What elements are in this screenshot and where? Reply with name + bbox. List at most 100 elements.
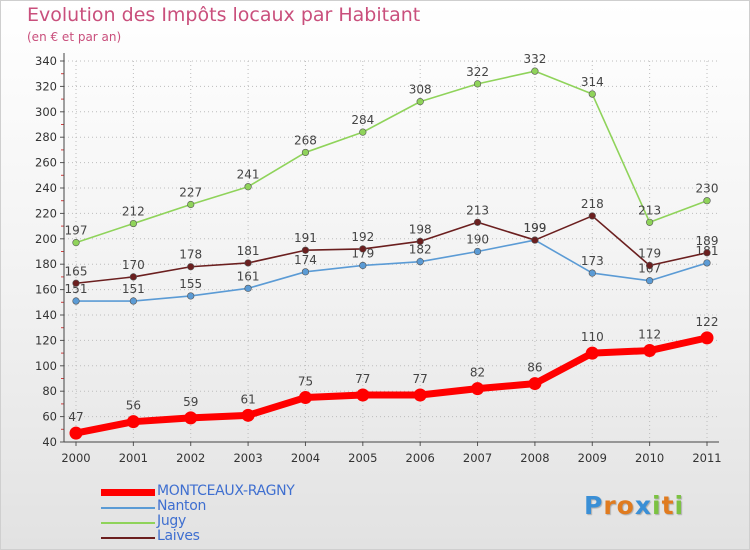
- data-label-laives: 178: [179, 248, 202, 262]
- x-tick-label: 2001: [119, 451, 148, 465]
- data-point-laives: [187, 263, 195, 271]
- data-point-nanton: [703, 259, 711, 267]
- data-label-jugy: 241: [237, 168, 260, 182]
- data-point-montceaux-ragny: [471, 382, 485, 396]
- data-point-laives: [588, 212, 596, 220]
- y-tick-label: 260: [35, 156, 57, 170]
- x-tick-label: 2009: [578, 451, 607, 465]
- y-tick-label: 340: [35, 54, 57, 68]
- y-tick-label: 220: [35, 206, 57, 220]
- legend-label: Jugy: [157, 513, 186, 529]
- x-tick-label: 2002: [176, 451, 205, 465]
- data-label-jugy: 332: [523, 52, 546, 66]
- legend-label: Nanton: [157, 498, 207, 514]
- data-label-jugy: 284: [351, 113, 374, 127]
- y-tick-label: 160: [35, 283, 57, 297]
- data-label-montceaux-ragny: 61: [240, 392, 255, 406]
- data-label-jugy: 212: [122, 205, 145, 219]
- data-label-jugy: 230: [696, 182, 719, 196]
- data-label-jugy: 322: [466, 65, 489, 79]
- data-label-nanton: 151: [122, 282, 145, 296]
- series-line-nanton: [75, 239, 708, 302]
- data-label-nanton: 190: [466, 233, 489, 247]
- data-point-nanton: [187, 292, 195, 300]
- data-label-laives: 181: [237, 244, 260, 258]
- data-label-laives: 191: [294, 231, 317, 245]
- data-point-montceaux-ragny: [69, 426, 83, 440]
- data-label-montceaux-ragny: 112: [638, 328, 661, 342]
- data-point-montceaux-ragny: [298, 391, 312, 405]
- data-label-laives: 199: [523, 221, 546, 235]
- legend-swatch: [101, 522, 155, 524]
- data-point-nanton: [301, 268, 310, 276]
- data-point-jugy: [646, 218, 654, 226]
- data-point-montceaux-ragny: [585, 346, 599, 360]
- logo-letter: i: [652, 491, 662, 520]
- x-tick-label: 2010: [635, 451, 664, 465]
- data-point-jugy: [703, 197, 711, 205]
- data-label-nanton: 151: [65, 282, 88, 296]
- data-label-montceaux-ragny: 75: [298, 375, 313, 389]
- legend-label: Laives: [157, 528, 200, 544]
- data-point-jugy: [244, 183, 252, 191]
- y-tick-label: 60: [42, 410, 57, 424]
- data-label-laives: 198: [409, 222, 432, 236]
- data-label-nanton: 173: [581, 254, 604, 268]
- data-label-nanton: 179: [351, 246, 374, 260]
- data-point-laives: [473, 218, 482, 226]
- data-point-laives: [129, 273, 137, 281]
- data-point-jugy: [531, 67, 539, 75]
- data-label-montceaux-ragny: 86: [527, 361, 542, 375]
- y-tick-label: 200: [35, 232, 57, 246]
- data-point-nanton: [646, 277, 654, 285]
- data-label-nanton: 155: [179, 277, 202, 291]
- data-point-montceaux-ragny: [643, 344, 657, 358]
- data-point-montceaux-ragny: [184, 411, 198, 425]
- logo-letter: P: [584, 491, 604, 520]
- legend-swatch: [101, 489, 155, 496]
- y-tick-label: 120: [35, 333, 57, 347]
- chart-title: Evolution des Impôts locaux par Habitant: [27, 4, 421, 26]
- x-tick-label: 2008: [520, 451, 549, 465]
- y-tick-label: 300: [35, 105, 57, 119]
- data-label-montceaux-ragny: 122: [696, 315, 719, 329]
- data-label-jugy: 308: [409, 83, 432, 97]
- data-point-nanton: [473, 247, 482, 256]
- data-point-laives: [359, 245, 367, 253]
- data-point-jugy: [473, 80, 482, 88]
- data-point-montceaux-ragny: [241, 408, 255, 422]
- data-label-montceaux-ragny: 56: [126, 399, 141, 413]
- logo-letter: t: [661, 491, 675, 520]
- data-label-montceaux-ragny: 47: [68, 410, 83, 424]
- y-tick-label: 240: [35, 181, 57, 195]
- y-tick-label: 100: [35, 359, 57, 373]
- data-point-laives: [72, 279, 80, 287]
- data-label-montceaux-ragny: 77: [355, 372, 370, 386]
- data-label-montceaux-ragny: 82: [470, 366, 485, 380]
- y-tick-label: 40: [42, 435, 57, 449]
- data-label-nanton: 199: [523, 221, 546, 235]
- y-tick-label: 140: [35, 308, 57, 322]
- y-tick-label: 180: [35, 257, 57, 271]
- data-point-laives: [416, 237, 424, 245]
- data-point-nanton: [72, 297, 80, 305]
- data-point-laives: [646, 261, 654, 270]
- x-tick-label: 2006: [406, 451, 435, 465]
- data-point-nanton: [129, 297, 137, 305]
- data-label-jugy: 268: [294, 133, 317, 147]
- data-point-montceaux-ragny: [356, 388, 370, 402]
- x-tick-label: 2004: [291, 451, 320, 465]
- data-point-jugy: [359, 128, 367, 136]
- data-label-montceaux-ragny: 77: [413, 372, 428, 386]
- data-point-laives: [703, 249, 711, 257]
- data-label-jugy: 314: [581, 75, 604, 89]
- data-label-montceaux-ragny: 110: [581, 330, 604, 344]
- y-tick-label: 280: [35, 130, 57, 144]
- chart-subtitle: (en € et par an): [27, 30, 122, 44]
- y-tick-label: 320: [35, 79, 57, 93]
- data-label-nanton: 174: [294, 253, 317, 267]
- data-point-nanton: [588, 269, 596, 277]
- legend-label: MONTCEAUX-RAGNY: [157, 483, 295, 499]
- data-label-laives: 192: [351, 230, 374, 244]
- data-label-jugy: 197: [65, 224, 88, 238]
